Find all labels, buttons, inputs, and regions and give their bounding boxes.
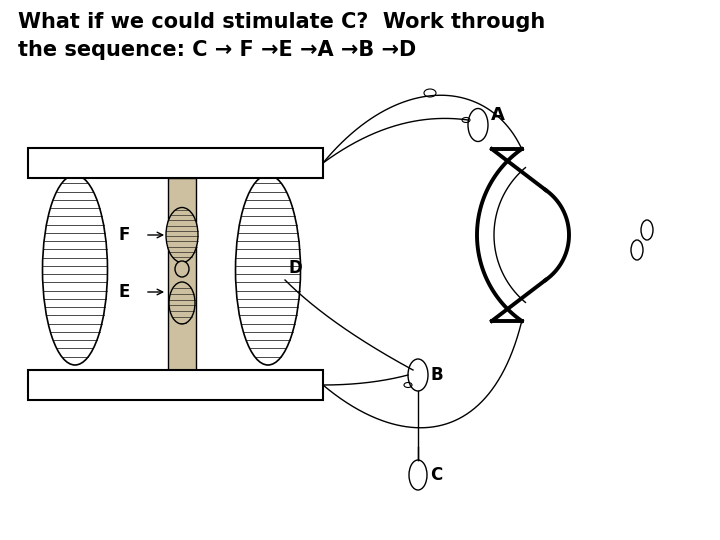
Text: What if we could stimulate C?  Work through: What if we could stimulate C? Work throu… <box>18 12 545 32</box>
Text: E: E <box>118 283 130 301</box>
Text: F: F <box>118 226 130 244</box>
Text: C: C <box>430 466 442 484</box>
Text: A: A <box>491 106 505 124</box>
Bar <box>28 370 323 400</box>
Text: D: D <box>288 259 302 277</box>
Ellipse shape <box>166 207 198 262</box>
Ellipse shape <box>175 261 189 277</box>
Ellipse shape <box>169 282 195 324</box>
Bar <box>168 178 196 370</box>
Bar <box>28 148 323 178</box>
Text: B: B <box>431 366 444 384</box>
Text: the sequence: C → F →E →A →B →D: the sequence: C → F →E →A →B →D <box>18 40 416 60</box>
